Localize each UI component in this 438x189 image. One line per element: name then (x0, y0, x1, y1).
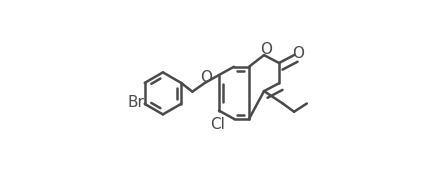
Text: Cl: Cl (211, 117, 226, 132)
Text: O: O (200, 70, 212, 85)
Text: O: O (260, 42, 272, 57)
Text: Br: Br (127, 95, 144, 110)
Text: O: O (292, 46, 304, 61)
